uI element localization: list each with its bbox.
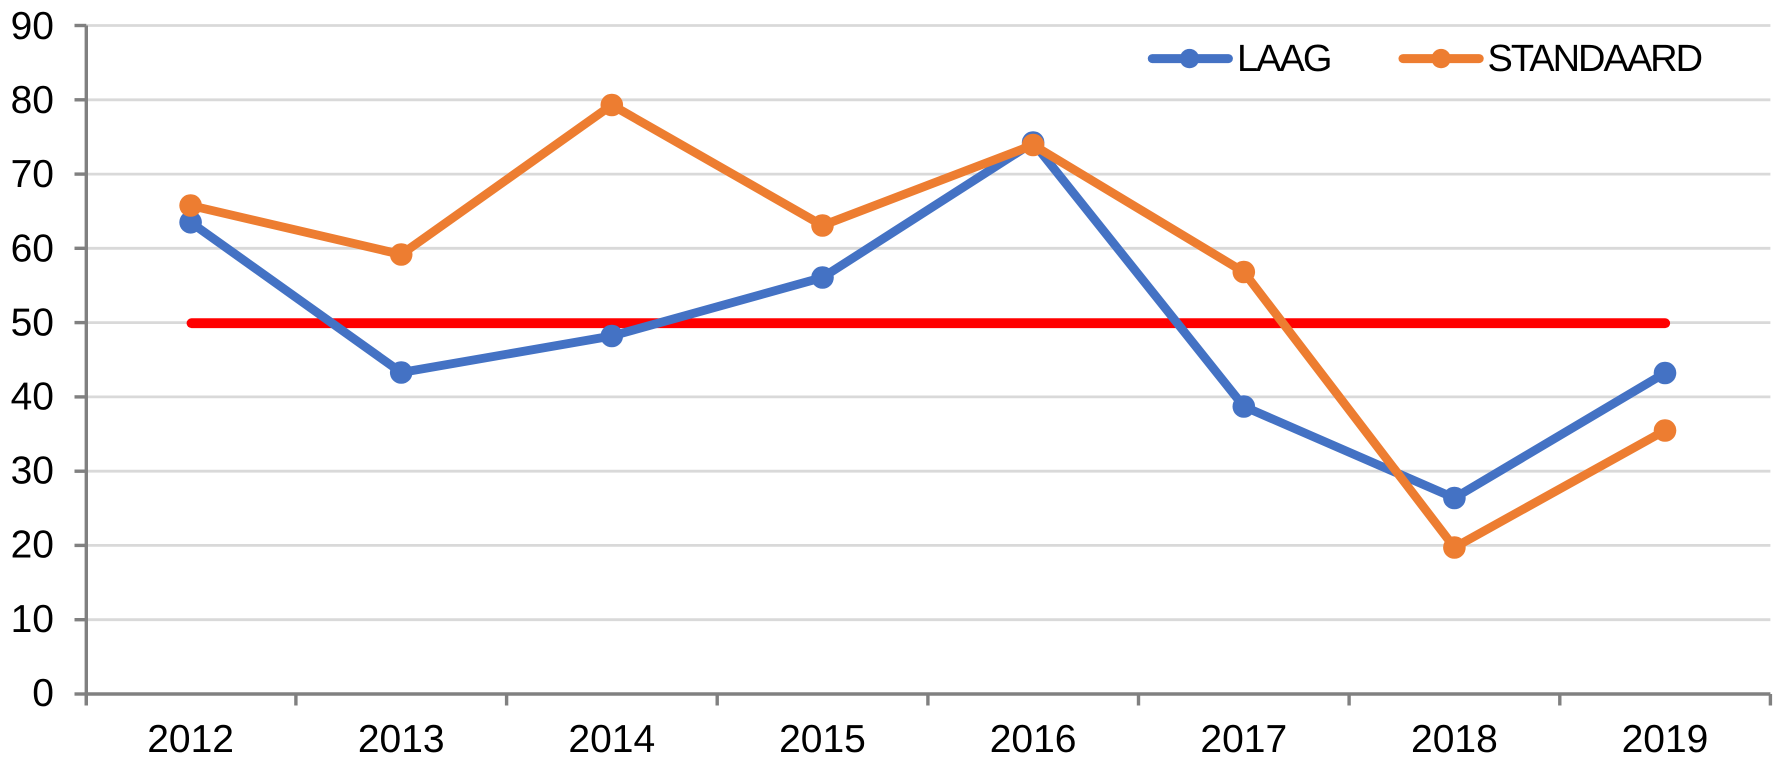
- svg-text:2012: 2012: [147, 718, 234, 761]
- svg-text:50: 50: [11, 301, 54, 344]
- svg-text:2014: 2014: [568, 718, 655, 761]
- svg-text:0: 0: [32, 672, 54, 715]
- svg-text:2013: 2013: [358, 718, 445, 761]
- svg-text:LAAG: LAAG: [1237, 38, 1330, 80]
- svg-text:STANDAARD: STANDAARD: [1488, 38, 1702, 80]
- svg-text:60: 60: [11, 227, 54, 270]
- svg-text:2017: 2017: [1200, 718, 1287, 761]
- svg-text:20: 20: [11, 524, 54, 567]
- svg-text:2015: 2015: [779, 718, 866, 761]
- svg-text:2018: 2018: [1411, 718, 1498, 761]
- svg-text:2019: 2019: [1622, 718, 1709, 761]
- svg-text:70: 70: [11, 153, 54, 196]
- svg-text:90: 90: [11, 5, 54, 48]
- svg-text:2016: 2016: [990, 718, 1077, 761]
- svg-text:40: 40: [11, 376, 54, 419]
- svg-text:30: 30: [11, 450, 54, 493]
- svg-text:10: 10: [11, 598, 54, 641]
- svg-text:80: 80: [11, 79, 54, 122]
